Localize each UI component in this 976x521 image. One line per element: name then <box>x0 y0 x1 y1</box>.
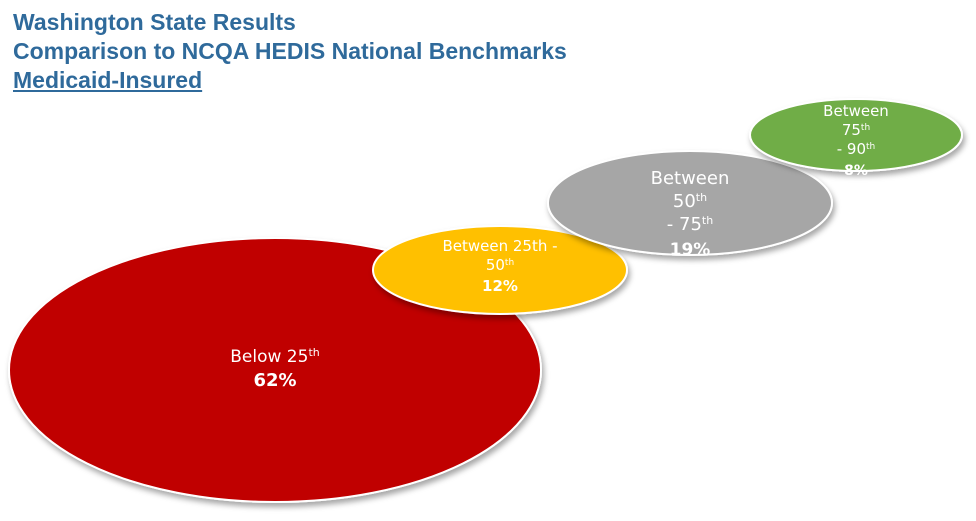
bubble-shape <box>372 225 628 315</box>
bubble-shape <box>8 237 542 503</box>
bubble-value-label: 8% <box>844 163 868 179</box>
bubble-category-label: Between <box>651 168 730 189</box>
bubble-category-label: Below 25th <box>230 346 320 368</box>
title-block: Washington State Results Comparison to N… <box>13 8 567 95</box>
bubble-category-label: Between 25th - <box>442 237 557 255</box>
chart-subtitle: Comparison to NCQA HEDIS National Benchm… <box>13 38 567 64</box>
bubble-category-label: Between <box>823 102 889 120</box>
chart-population: Medicaid-Insured <box>13 67 203 93</box>
bubble-category-label: 50th <box>673 191 707 213</box>
bubble-value-label: 19% <box>670 240 711 260</box>
bubble-shape <box>749 98 963 172</box>
bubble-category-label: 50th <box>486 256 514 274</box>
bubble-shape <box>547 150 833 256</box>
chart-title: Washington State Results <box>13 9 296 35</box>
bubble-category-label: 75th <box>842 121 870 139</box>
bubble-category-label: - 90th <box>837 140 876 158</box>
bubble-value-label: 12% <box>482 277 518 295</box>
bubble-value-label: 62% <box>253 370 296 391</box>
bubble-2: Between 25th -50th 12% <box>372 225 628 315</box>
bubble-category-label: - 75th <box>667 214 713 236</box>
